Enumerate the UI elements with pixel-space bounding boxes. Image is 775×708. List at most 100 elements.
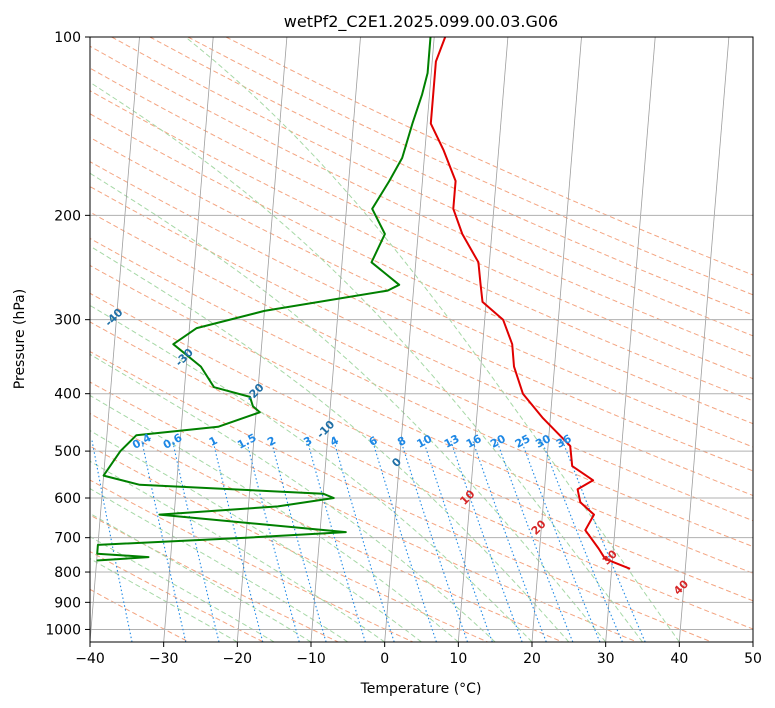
x-tick-label: 30 xyxy=(597,651,615,667)
mixing-ratio-label: 25 xyxy=(513,432,533,451)
skewed-isotherms xyxy=(90,37,753,642)
temperature-profile xyxy=(429,37,631,570)
mixing-ratio-line xyxy=(212,440,264,642)
dry-adiabat xyxy=(90,237,753,548)
x-axis: −40 −30 −20 −10 0 10 20 30 40 50 xyxy=(75,642,762,667)
mixing-ratio-line xyxy=(541,440,623,642)
mixing-ratio-label: 8 xyxy=(395,434,408,449)
y-tick-label: 900 xyxy=(54,595,81,611)
mixing-ratio-label: 30 xyxy=(533,432,553,451)
moist-adiabats xyxy=(90,37,680,642)
mixing-ratio-line xyxy=(450,440,523,642)
x-tick-label: 20 xyxy=(523,651,541,667)
mixing-ratio-line xyxy=(171,440,220,642)
dry-adiabat xyxy=(90,113,753,425)
mixing-ratio-line xyxy=(422,440,493,642)
dry-adiabat xyxy=(90,45,753,358)
x-tick-label: 0 xyxy=(380,651,389,667)
x-tick-label: −10 xyxy=(296,651,326,667)
y-tick-label: 600 xyxy=(54,491,81,507)
y-tick-label: 100 xyxy=(54,30,81,46)
skewed-isotherm xyxy=(752,637,753,642)
y-axis-label: Pressure (hPa) xyxy=(12,289,28,389)
dry-adiabat xyxy=(90,588,190,642)
mixing-ratio-label: 16 xyxy=(464,432,484,451)
mixing-ratio-line xyxy=(333,440,395,642)
moist-adiabat xyxy=(90,172,607,642)
skewed-isotherm xyxy=(457,37,509,642)
x-tick-label: 40 xyxy=(670,651,688,667)
skewed-isotherm xyxy=(236,37,288,642)
y-tick-label: 700 xyxy=(54,531,81,547)
isotherm-label: -30 xyxy=(173,346,196,369)
skewed-isotherm xyxy=(310,37,361,642)
mixing-ratio-label: 3 xyxy=(301,434,314,449)
mixing-ratio-label: 4 xyxy=(328,434,341,449)
dry-adiabat xyxy=(149,37,753,316)
dry-adiabat xyxy=(90,479,414,642)
dry-adiabat xyxy=(90,292,753,602)
moist-adiabat xyxy=(185,37,680,642)
y-tick-label: 300 xyxy=(54,313,81,329)
skewed-isotherm xyxy=(678,37,730,642)
skewed-isotherm xyxy=(163,37,214,642)
dry-adiabat xyxy=(90,350,712,642)
x-tick-label: 10 xyxy=(449,651,467,667)
mixing-ratio-line xyxy=(472,440,547,642)
plot-frame xyxy=(89,36,754,643)
dry-adiabat xyxy=(90,211,753,522)
dry-adiabat xyxy=(90,514,339,642)
moist-adiabat xyxy=(90,430,422,642)
moist-adiabat xyxy=(90,353,496,642)
isotherm-label: -50 xyxy=(32,266,55,289)
moist-adiabat xyxy=(90,557,238,642)
x-tick-label: 50 xyxy=(744,651,762,667)
mixing-ratio-label: 6 xyxy=(367,434,380,449)
skewed-isotherm xyxy=(384,37,435,642)
mixing-ratio-line xyxy=(306,440,366,642)
mixing-ratio-line xyxy=(91,440,133,642)
profiles xyxy=(96,37,631,570)
dry-adiabat xyxy=(90,550,264,642)
mixing-ratio-label: 13 xyxy=(442,432,462,451)
moist-adiabat xyxy=(90,304,533,642)
mixing-ratio-label: 2 xyxy=(265,434,278,449)
dry-adiabat xyxy=(90,90,753,402)
mixing-ratio-line xyxy=(141,440,187,642)
dry-adiabat xyxy=(111,37,753,337)
x-tick-label: −40 xyxy=(75,651,105,667)
skewed-isotherm xyxy=(605,37,656,642)
y-tick-label: 500 xyxy=(54,444,81,460)
dry-adiabat xyxy=(90,136,753,448)
chart-title: wetPf2_C2E1.2025.099.00.03.G06 xyxy=(284,12,558,32)
isotherm-label: -40 xyxy=(102,306,125,329)
dry-adiabat xyxy=(90,264,753,574)
dry-adiabat xyxy=(90,321,753,630)
dry-adiabat xyxy=(90,185,753,497)
isotherm-label: 10 xyxy=(457,487,477,507)
moist-adiabat xyxy=(90,488,349,642)
dry-adiabats xyxy=(90,37,753,642)
mixing-ratio-lines xyxy=(91,440,646,642)
moist-adiabat xyxy=(90,394,459,642)
mixing-ratio-line xyxy=(246,440,300,642)
y-tick-label: 400 xyxy=(54,387,81,403)
mixing-ratio-label: 20 xyxy=(488,432,508,451)
dry-adiabat xyxy=(90,161,753,472)
mixing-ratio-label: 10 xyxy=(415,432,435,451)
skewed-isotherm xyxy=(90,37,140,642)
y-tick-label: 1000 xyxy=(45,622,81,638)
isotherm-label: -20 xyxy=(243,381,266,404)
skewed-isotherm xyxy=(531,37,582,642)
dry-adiabat xyxy=(187,37,753,296)
mixing-ratio-line xyxy=(400,440,469,642)
mixing-ratio-labels: 0.4 0.6 1 1.5 2 3 4 6 8 10 13 16 20 25 30 36 xyxy=(130,431,574,452)
x-tick-label: −20 xyxy=(223,651,253,667)
isotherm-label: 0 xyxy=(389,455,404,470)
x-tick-label: −30 xyxy=(149,651,179,667)
mixing-ratio-label: 1 xyxy=(207,434,220,449)
pressure-gridlines xyxy=(90,37,753,630)
mixing-ratio-line xyxy=(561,440,646,642)
